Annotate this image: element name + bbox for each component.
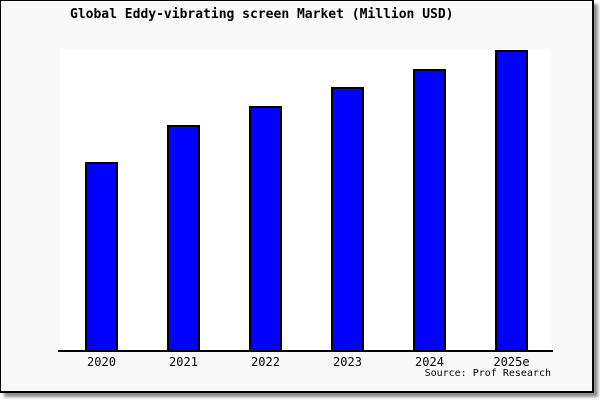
x-axis-label-2023: 2023 — [333, 355, 362, 369]
x-axis-label-2020: 2020 — [87, 355, 116, 369]
bar-2021 — [167, 125, 200, 350]
bar-2023 — [331, 87, 364, 350]
x-axis-label-2022: 2022 — [251, 355, 280, 369]
chart-title: Global Eddy-vibrating screen Market (Mil… — [70, 7, 454, 22]
bar-2022 — [249, 106, 282, 350]
x-axis-label-2021: 2021 — [169, 355, 198, 369]
bar-2024 — [413, 69, 446, 350]
x-axis-line — [58, 350, 553, 352]
plot-area — [60, 49, 551, 350]
x-axis-label-2024: 2024 — [415, 355, 444, 369]
source-credit: Source: Prof Research — [424, 368, 551, 379]
bar-2020 — [85, 162, 118, 350]
x-axis-label-2025e: 2025e — [493, 355, 530, 369]
bar-2025e — [495, 50, 528, 350]
